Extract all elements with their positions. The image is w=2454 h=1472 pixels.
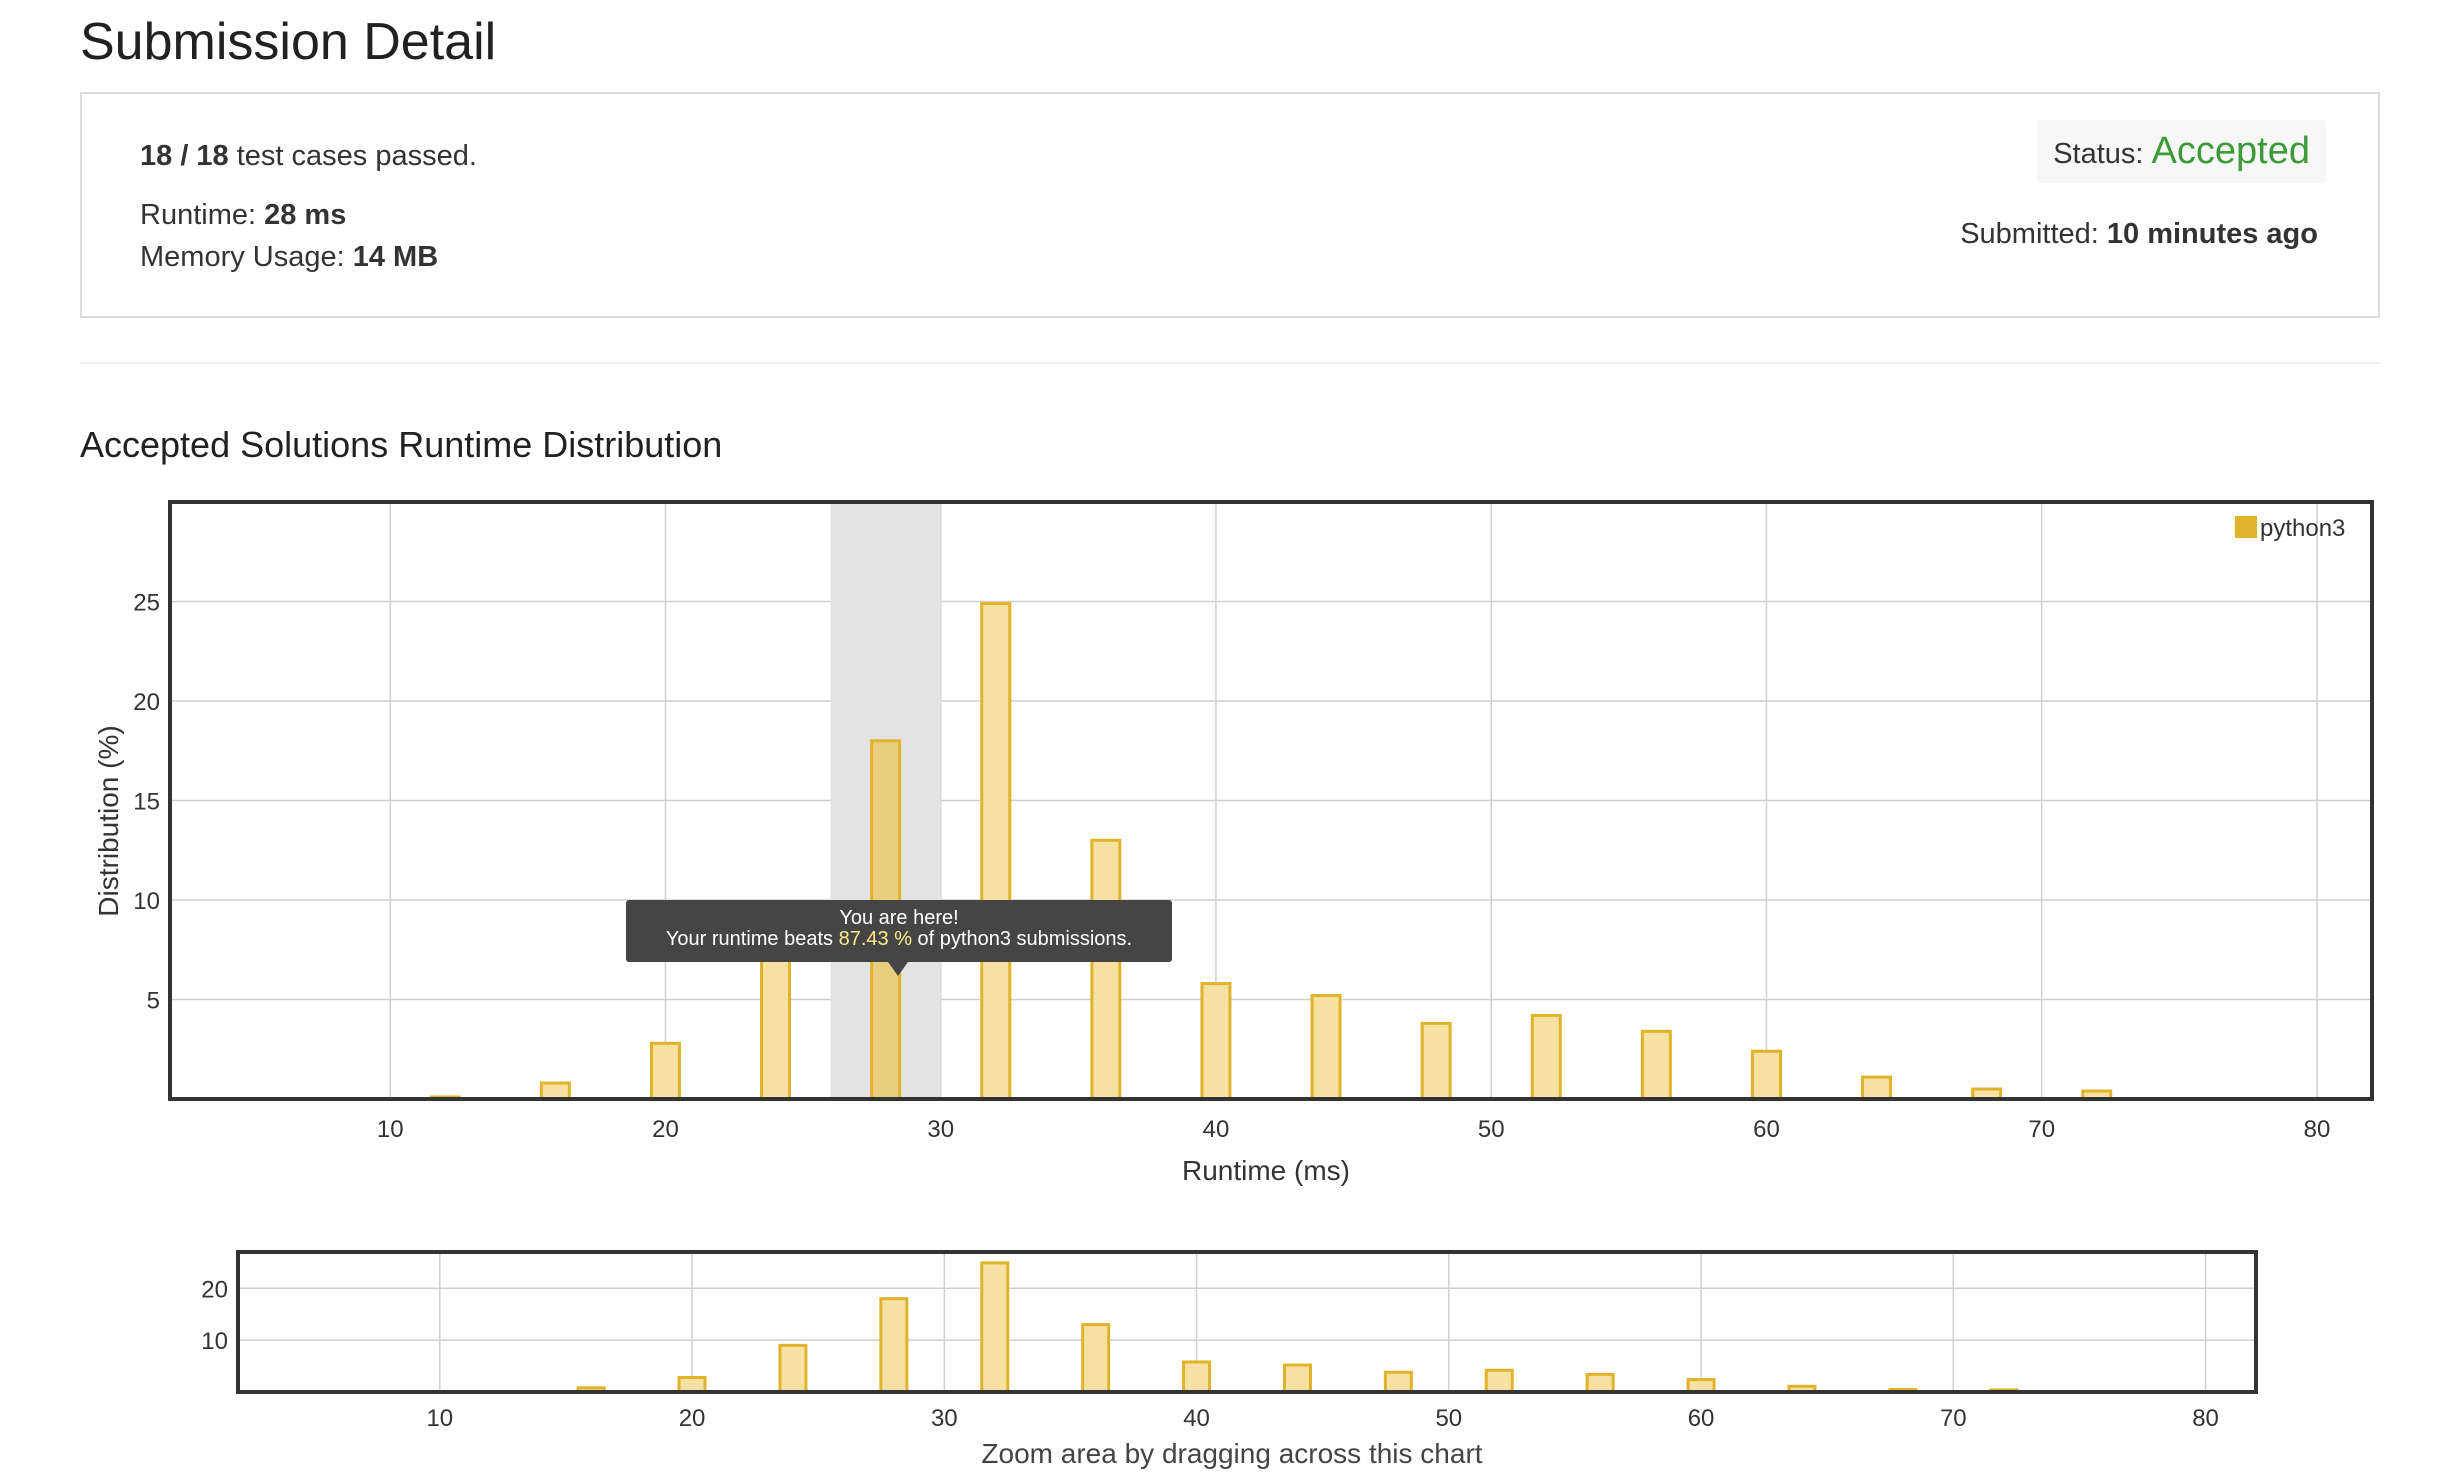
memory-value: 14 MB xyxy=(352,241,439,273)
main-y-ticks: 5 10 15 20 25 xyxy=(133,590,160,1015)
tooltip-percent: 87.43 % xyxy=(838,928,912,950)
x-tick-label: 20 xyxy=(652,1116,679,1143)
tooltip-body: Your runtime beats 87.43 % of python3 su… xyxy=(626,929,1172,950)
y-tick-label: 15 xyxy=(133,789,160,816)
overview-y-ticks: 10 20 xyxy=(201,1276,228,1355)
bar-24ms[interactable] xyxy=(778,1343,808,1394)
bar-36ms[interactable] xyxy=(1081,1323,1111,1394)
bar-36ms[interactable] xyxy=(1090,838,1122,1101)
runtime-line: Runtime: 28 ms xyxy=(140,199,346,232)
bar-44ms[interactable] xyxy=(1310,994,1342,1101)
x-tick-label: 60 xyxy=(1753,1116,1780,1143)
bar-56ms[interactable] xyxy=(1640,1029,1672,1101)
status-label: Status: xyxy=(2053,138,2152,170)
zoom-hint-label: Zoom area by dragging across this chart xyxy=(981,1438,1482,1469)
memory-line: Memory Usage: 14 MB xyxy=(140,241,438,274)
x-tick-label: 20 xyxy=(679,1405,706,1432)
bar-48ms[interactable] xyxy=(1420,1021,1452,1101)
x-tick-label: 50 xyxy=(1435,1405,1462,1432)
bar-52ms[interactable] xyxy=(1484,1368,1514,1394)
y-tick-label: 20 xyxy=(133,689,160,716)
main-chart-frame xyxy=(168,500,2374,1101)
y-tick-label: 10 xyxy=(201,1328,228,1355)
bar-20ms[interactable] xyxy=(649,1041,681,1101)
runtime-distribution-chart[interactable]: 10 20 30 40 50 60 70 80 5 10 15 20 25 Distribution … xyxy=(0,0,2454,1200)
bar-52ms[interactable] xyxy=(1530,1013,1562,1101)
bar-28ms[interactable] xyxy=(879,1297,909,1394)
main-x-ticks: 10 20 30 40 50 60 70 80 xyxy=(377,1116,2330,1143)
bar-44ms[interactable] xyxy=(1282,1363,1312,1394)
x-tick-label: 70 xyxy=(1940,1405,1967,1432)
bar-64ms[interactable] xyxy=(1861,1075,1893,1101)
tooltip-title: You are here! xyxy=(839,907,959,929)
x-tick-label: 50 xyxy=(1478,1116,1505,1143)
y-axis-label: Distribution (%) xyxy=(93,725,124,916)
overview-zoom-chart[interactable]: 10 20 30 40 50 60 70 80 10 20 Zoom area by dragg… xyxy=(0,1200,2454,1472)
bar-20ms[interactable] xyxy=(677,1375,707,1394)
runtime-tooltip: You are here! Your runtime beats 87.43 %… xyxy=(626,900,1172,976)
bar-40ms[interactable] xyxy=(1200,982,1232,1101)
runtime-value: 28 ms xyxy=(264,199,347,231)
legend-label: python3 xyxy=(2260,515,2345,542)
memory-label: Memory Usage: xyxy=(140,241,353,273)
status-value[interactable]: Accepted xyxy=(2151,130,2310,172)
section-title: Accepted Solutions Runtime Distribution xyxy=(80,424,723,465)
x-tick-label: 80 xyxy=(2192,1405,2219,1432)
x-tick-label: 10 xyxy=(426,1405,453,1432)
y-tick-label: 20 xyxy=(201,1276,228,1303)
bar-48ms[interactable] xyxy=(1383,1370,1413,1394)
x-tick-label: 40 xyxy=(1203,1116,1230,1143)
x-tick-label: 60 xyxy=(1688,1405,1715,1432)
main-chart-grid xyxy=(170,502,2372,1099)
overview-grid xyxy=(238,1252,2256,1392)
test-cases-line: 18 / 18 test cases passed. xyxy=(140,140,477,173)
x-axis-label: Runtime (ms) xyxy=(1182,1155,1350,1186)
x-tick-label: 80 xyxy=(2304,1116,2331,1143)
x-tick-label: 70 xyxy=(2028,1116,2055,1143)
submitted-value: 10 minutes ago xyxy=(2106,218,2318,250)
x-tick-label: 30 xyxy=(931,1405,958,1432)
tooltip-suffix: of python3 submissions. xyxy=(911,928,1133,950)
bar-56ms[interactable] xyxy=(1585,1372,1615,1394)
bar-32ms[interactable] xyxy=(980,1261,1010,1394)
bar-16ms[interactable] xyxy=(539,1081,571,1101)
test-cases-suffix: test cases passed. xyxy=(228,140,477,172)
status-badge: Status: Accepted xyxy=(2037,120,2326,183)
y-tick-label: 10 xyxy=(133,888,160,915)
overview-x-ticks: 10 20 30 40 50 60 70 80 xyxy=(426,1405,2218,1432)
tooltip-prefix: Your runtime beats xyxy=(665,928,839,950)
x-tick-label: 30 xyxy=(927,1116,954,1143)
overview-frame xyxy=(236,1250,2258,1394)
main-chart-bars xyxy=(429,601,2113,1101)
submission-detail-panel: 18 / 18 test cases passed. Runtime: 28 m… xyxy=(80,92,2380,318)
page-title: Submission Detail xyxy=(80,13,497,71)
y-tick-label: 25 xyxy=(133,590,160,617)
legend-swatch xyxy=(2235,516,2257,538)
section-divider xyxy=(80,362,2380,364)
bar-60ms[interactable] xyxy=(1750,1049,1782,1101)
test-cases-count: 18 / 18 xyxy=(140,140,229,172)
x-tick-label: 40 xyxy=(1183,1405,1210,1432)
overview-bars xyxy=(475,1261,2019,1394)
legend[interactable]: python3 xyxy=(2235,515,2345,542)
y-tick-label: 5 xyxy=(147,988,160,1015)
runtime-label: Runtime: xyxy=(140,199,265,231)
x-tick-label: 10 xyxy=(377,1116,404,1143)
bar-40ms[interactable] xyxy=(1182,1360,1212,1394)
submitted-label: Submitted: xyxy=(1960,218,2107,250)
submitted-line: Submitted: 10 minutes ago xyxy=(1960,218,2318,251)
bar-32ms[interactable] xyxy=(980,601,1012,1101)
